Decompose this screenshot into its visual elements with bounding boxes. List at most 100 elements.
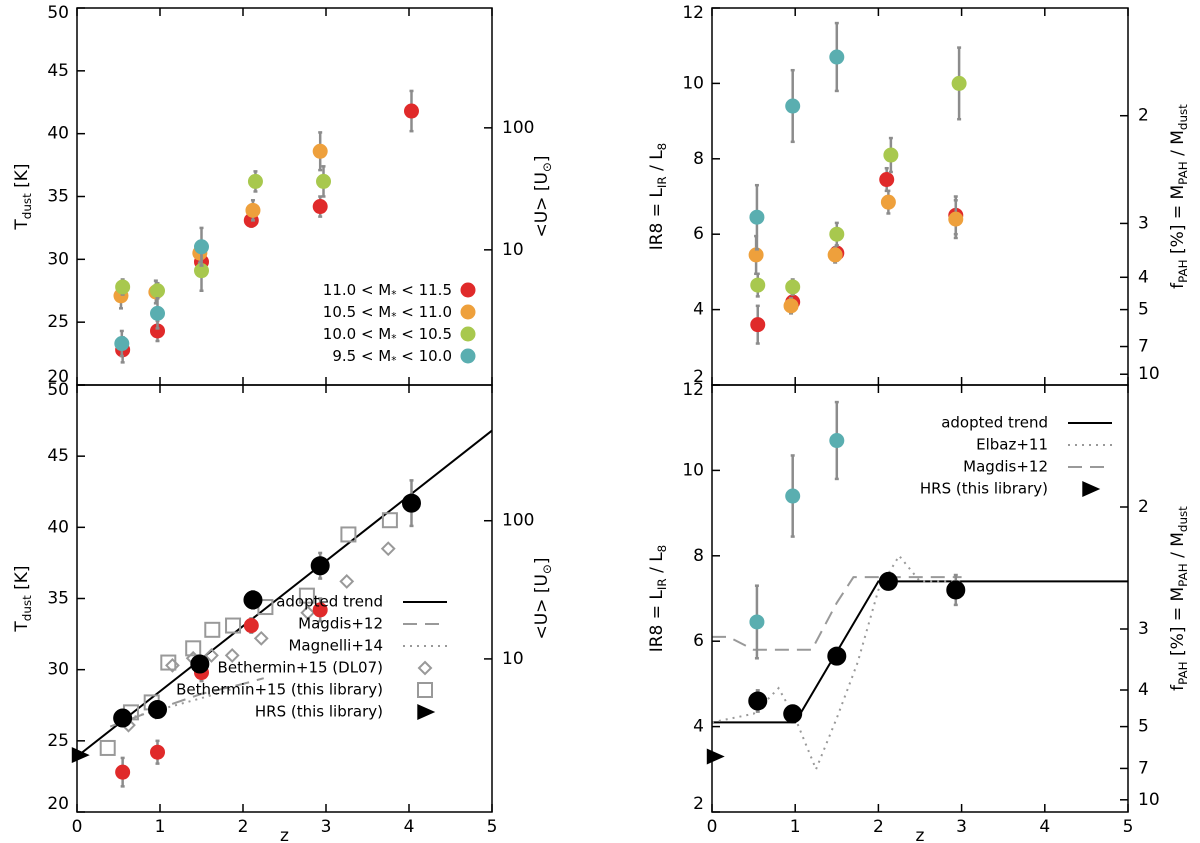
plot-frame — [76, 384, 493, 813]
subscript: dust — [1176, 104, 1190, 130]
x-tick-label: 4 — [404, 817, 415, 837]
subscript: ⊙ — [540, 564, 554, 574]
legend-symbol — [417, 682, 433, 698]
marker — [300, 605, 316, 621]
subscript: * — [391, 333, 396, 345]
marker — [312, 143, 328, 159]
x-tick-label: 1 — [790, 817, 801, 837]
legend-label: Magdis+12 — [298, 615, 383, 633]
marker — [401, 493, 421, 513]
legend-label: Magdis+12 — [963, 458, 1048, 476]
marker — [150, 305, 166, 321]
y-tick-label: 2 — [693, 367, 704, 387]
text-part: IR8 = L — [647, 188, 667, 251]
y-tick-label: 25 — [47, 312, 69, 332]
y-tick-label: 20 — [47, 367, 69, 387]
marker — [310, 556, 330, 576]
subscript: dust — [20, 595, 34, 621]
legend-symbol — [460, 282, 476, 298]
y2-tick-label: 2 — [1138, 497, 1149, 517]
y-tick-label: 40 — [47, 124, 69, 144]
legend-label: Bethermin+15 (DL07) — [218, 659, 383, 677]
marker — [380, 541, 396, 557]
y-tick-label: 6 — [693, 631, 704, 651]
marker — [316, 173, 332, 189]
text-part: < 10.0 — [396, 347, 452, 365]
subscript: ⊙ — [540, 162, 554, 172]
y2-tick-label: 100 — [502, 118, 534, 138]
y2-tick-label: 7 — [1138, 758, 1149, 778]
marker — [204, 648, 219, 663]
y-tick-label: 40 — [47, 517, 69, 537]
y2-axis-label: <U> [U⊙] — [532, 155, 554, 237]
marker — [827, 247, 843, 263]
legend-label: 11.0 < M* < 11.5 — [323, 281, 452, 302]
marker — [194, 239, 209, 255]
subscript: 8 — [655, 545, 669, 553]
y2-tick-label: 2 — [1138, 106, 1149, 126]
marker — [247, 173, 263, 189]
marker — [403, 103, 419, 119]
marker — [829, 226, 845, 242]
y-tick-label: 45 — [47, 61, 69, 81]
legend-label: adopted trend — [941, 414, 1048, 432]
text-part: 10.0 < M — [323, 325, 391, 343]
marker — [339, 574, 355, 589]
text-part: 9.5 < M — [332, 347, 391, 365]
marker — [160, 654, 177, 671]
trend-line — [76, 429, 493, 758]
y-tick-label: 45 — [47, 446, 69, 466]
y-tick-label: 35 — [47, 589, 69, 609]
legend-label: 10.5 < M* < 11.0 — [323, 303, 452, 324]
plot-frame — [711, 384, 1129, 813]
legend-label: Elbaz+11 — [976, 436, 1048, 454]
x-tick-label: 2 — [238, 817, 249, 837]
y-axis-label: IR8 = LIR / L8 — [647, 545, 669, 653]
marker — [827, 646, 847, 666]
subscript: IR — [655, 578, 669, 590]
subscript: PAH — [1176, 259, 1190, 283]
y2-tick-label: 100 — [502, 511, 534, 531]
marker — [883, 147, 899, 163]
y-tick-label: 12 — [682, 380, 704, 400]
text-part: IR8 = L — [647, 590, 667, 653]
subscript: * — [391, 289, 396, 301]
y-tick-label: 50 — [47, 380, 69, 400]
marker — [165, 657, 180, 673]
text-part: <U> [U — [532, 172, 552, 237]
y-tick-label: 8 — [693, 149, 704, 169]
legend-label: Bethermin+15 (this library) — [176, 681, 383, 699]
panel: 2 4 6 8 10 12 2 3 4 5 7 10 — [682, 3, 1159, 387]
text-part: T — [12, 219, 32, 231]
legend-label: adopted trend — [276, 593, 383, 611]
x-tick-label: 0 — [707, 817, 718, 837]
text-part: [K] — [12, 565, 32, 595]
y2-tick-label: 10 — [1138, 790, 1160, 810]
marker — [150, 744, 166, 760]
marker — [946, 580, 966, 600]
marker — [114, 336, 130, 352]
panel: 20 25 30 35 40 45 50 10 100 — [47, 3, 534, 387]
marker — [749, 209, 765, 225]
subscript: dust — [20, 193, 34, 219]
marker — [99, 739, 116, 756]
y2-tick-label: 5 — [1138, 300, 1149, 320]
legend-symbol — [417, 704, 436, 720]
marker — [381, 512, 398, 529]
marker — [880, 194, 896, 210]
marker — [190, 654, 210, 674]
marker — [879, 172, 895, 188]
marker — [750, 317, 766, 333]
trend-line — [114, 688, 231, 724]
marker — [115, 279, 131, 295]
text-part: 11.0 < M — [323, 281, 391, 299]
legend-symbol — [460, 348, 476, 364]
subscript: PAH — [1176, 661, 1190, 685]
y2-tick-label: 10 — [502, 649, 524, 669]
y-tick-label: 4 — [693, 717, 704, 737]
x-axis-label: z — [916, 826, 925, 843]
text-part: < 11.5 — [396, 281, 452, 299]
x-tick-label: 5 — [1123, 817, 1134, 837]
legend-label: 10.0 < M* < 10.5 — [323, 325, 452, 346]
subscript: IR — [655, 176, 669, 188]
